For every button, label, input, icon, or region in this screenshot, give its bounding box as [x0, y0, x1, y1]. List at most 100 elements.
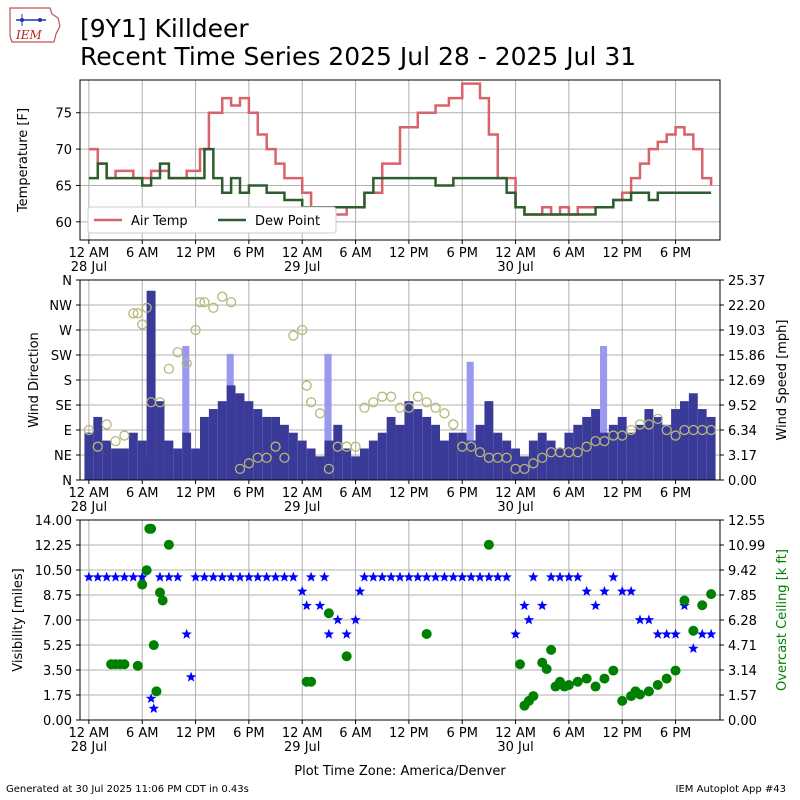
visibility-marker — [572, 571, 584, 582]
y2-tick-label: 4.71 — [728, 639, 757, 654]
wind-speed-bar — [635, 424, 645, 480]
wind-speed-bar — [271, 416, 280, 480]
x-tick-label: 6 PM — [446, 486, 477, 501]
wind-speed-bar — [493, 432, 503, 480]
wind-speed-bar — [93, 416, 103, 480]
visibility-marker — [148, 703, 160, 714]
wind-speed-bar — [368, 440, 378, 480]
visibility-marker — [185, 671, 197, 682]
visibility-marker — [83, 571, 95, 582]
ceiling-marker — [599, 673, 610, 684]
visibility-marker — [279, 571, 290, 582]
visibility-marker — [376, 571, 388, 582]
visibility-marker — [523, 614, 535, 625]
wind-speed-bar — [502, 440, 512, 480]
ceiling-marker — [483, 539, 494, 550]
x-tick-label: 6 PM — [233, 486, 264, 501]
wind-speed-bar — [342, 448, 352, 480]
visibility-marker — [394, 571, 406, 582]
wind-direction-marker — [194, 297, 206, 308]
wind-direction-marker — [83, 424, 95, 436]
ceiling-marker — [670, 665, 681, 676]
wind-speed-bar — [644, 409, 654, 480]
x-tick-label: 12 PM — [176, 246, 216, 261]
wind-gust-bar — [600, 345, 608, 480]
axes-frame — [79, 519, 721, 721]
x-tick-label: 6 PM — [660, 486, 691, 501]
wind-speed-bar — [617, 416, 627, 480]
wind-speed-bar — [431, 424, 440, 480]
wind-direction-marker — [617, 430, 628, 441]
y2-tick-label: 6.28 — [728, 614, 757, 629]
x-tick-label: 12 AM — [68, 246, 109, 261]
wind-speed-bar — [662, 424, 672, 480]
y-tick-label: 8.75 — [43, 589, 72, 604]
ceiling-marker — [132, 660, 143, 671]
wind-speed-bar — [146, 290, 156, 480]
wind-speed-bar — [191, 448, 200, 480]
wind-speed-bar — [608, 424, 618, 480]
wind-speed-bar — [128, 432, 138, 480]
y-tick-label: 70 — [55, 143, 72, 158]
wind-direction-marker — [474, 447, 486, 458]
y-tick-label: NW — [49, 299, 72, 314]
wind-speed-bar — [164, 440, 174, 480]
wind-speed-bar — [697, 409, 707, 480]
x-tick-label: 12 AM — [282, 726, 323, 741]
wind-speed-bar — [120, 448, 129, 480]
y-tick-label: 0.00 — [43, 714, 72, 729]
visibility-marker — [181, 628, 192, 639]
visibility-marker — [270, 571, 281, 582]
y-tick-label: 3.50 — [43, 664, 72, 679]
visibility-marker — [403, 571, 415, 582]
wind-speed-bar — [217, 401, 227, 480]
visibility-marker — [261, 571, 272, 582]
visibility-marker — [688, 643, 699, 654]
wind-direction-marker — [403, 402, 415, 413]
visibility-marker — [652, 628, 664, 639]
wind-speed-bar — [457, 432, 467, 480]
wind-direction-marker — [465, 441, 477, 452]
x-tick-date: 29 Jul — [284, 740, 320, 755]
x-tick-date: 28 Jul — [71, 260, 107, 275]
x-tick-label: 12 PM — [176, 486, 216, 501]
wind-speed-bar — [297, 440, 307, 480]
x-tick-label: 12 PM — [602, 726, 642, 741]
wind-direction-marker — [137, 319, 148, 330]
wind-direction-marker — [599, 435, 610, 447]
y2-tick-label: 9.42 — [728, 564, 757, 579]
x-tick-label: 12 AM — [495, 726, 536, 741]
visibility-marker — [288, 571, 299, 582]
x-tick-date: 28 Jul — [71, 740, 107, 755]
y2-tick-label: 6.34 — [728, 424, 757, 439]
y-tick-label: 75 — [55, 107, 72, 122]
wind-direction-marker — [652, 413, 663, 425]
wind-direction-marker — [297, 324, 308, 336]
visibility-marker — [696, 628, 708, 639]
y2-tick-label: 3.17 — [728, 449, 757, 464]
x-tick-label: 12 AM — [68, 486, 109, 501]
generated-timestamp: Generated at 30 Jul 2025 11:06 PM CDT in… — [6, 784, 249, 795]
visibility-marker — [92, 571, 104, 582]
visibility-marker — [252, 571, 264, 582]
wind-direction-marker — [323, 463, 335, 475]
ceiling-marker — [421, 628, 432, 639]
wind-direction-marker — [377, 391, 388, 402]
wind-speed-bar — [520, 456, 529, 480]
y2-tick-label: 7.85 — [728, 589, 757, 604]
wind-direction-marker — [128, 308, 139, 319]
x-tick-label: 12 PM — [602, 486, 642, 501]
wind-direction-marker — [101, 419, 112, 430]
wind-speed-bar — [377, 432, 387, 480]
ceiling-marker — [661, 673, 672, 684]
wind-speed-bar — [288, 432, 298, 480]
visibility-marker — [536, 600, 548, 611]
wind-speed-bar — [688, 393, 698, 480]
ceiling-marker — [697, 600, 708, 611]
ceiling-marker — [688, 625, 699, 636]
ceiling-marker — [643, 686, 654, 697]
ceiling-marker — [590, 681, 601, 692]
wind-speed-bar — [680, 401, 689, 480]
ceiling-marker — [679, 595, 690, 606]
wind-direction-marker — [234, 463, 246, 475]
